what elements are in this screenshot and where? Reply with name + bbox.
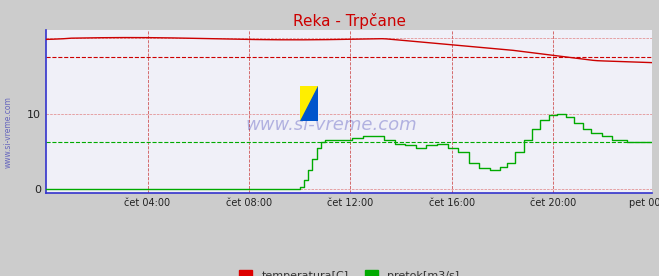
- Title: Reka - Trpčane: Reka - Trpčane: [293, 13, 406, 29]
- Polygon shape: [300, 86, 318, 121]
- Polygon shape: [300, 86, 318, 121]
- Text: www.si-vreme.com: www.si-vreme.com: [245, 116, 417, 134]
- Legend: temperatura[C], pretok[m3/s]: temperatura[C], pretok[m3/s]: [235, 266, 464, 276]
- Text: www.si-vreme.com: www.si-vreme.com: [4, 97, 13, 168]
